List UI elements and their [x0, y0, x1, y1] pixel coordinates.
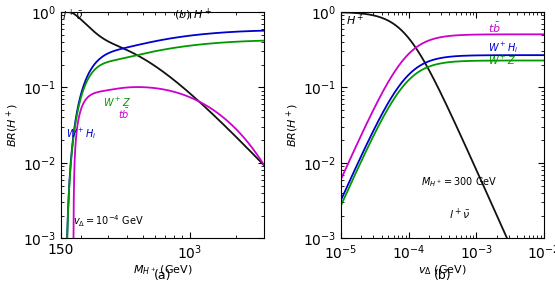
Y-axis label: $BR(H^+)$: $BR(H^+)$ — [5, 103, 22, 147]
X-axis label: $v_{\Delta}$ (GeV): $v_{\Delta}$ (GeV) — [418, 263, 467, 277]
Text: (a): (a) — [154, 269, 171, 282]
Text: $W^+Z$: $W^+Z$ — [103, 96, 132, 109]
Text: $l^+\bar{\nu}$: $l^+\bar{\nu}$ — [450, 207, 471, 222]
Text: (b): (b) — [433, 269, 451, 282]
Text: $t\bar{b}$: $t\bar{b}$ — [118, 107, 130, 121]
Text: $t\bar{b}$: $t\bar{b}$ — [488, 21, 501, 35]
Text: $M_{H^+}=300$ GeV: $M_{H^+}=300$ GeV — [421, 176, 497, 190]
Text: $W^+H_i$: $W^+H_i$ — [488, 40, 518, 55]
X-axis label: $M_{H^+}$ (GeV): $M_{H^+}$ (GeV) — [133, 263, 192, 277]
Y-axis label: $BR(H^+)$: $BR(H^+)$ — [285, 103, 301, 147]
Text: $W^+Z$: $W^+Z$ — [488, 54, 516, 67]
Text: $v_{\Delta}=10^{-4}$ GeV: $v_{\Delta}=10^{-4}$ GeV — [73, 213, 144, 229]
Text: $W^+H_i$: $W^+H_i$ — [66, 126, 97, 141]
Text: $l^+\bar{\nu}$: $l^+\bar{\nu}$ — [62, 8, 84, 23]
Text: $H^+$: $H^+$ — [346, 12, 365, 28]
Text: $(b)\ H^+$: $(b)\ H^+$ — [174, 7, 212, 23]
